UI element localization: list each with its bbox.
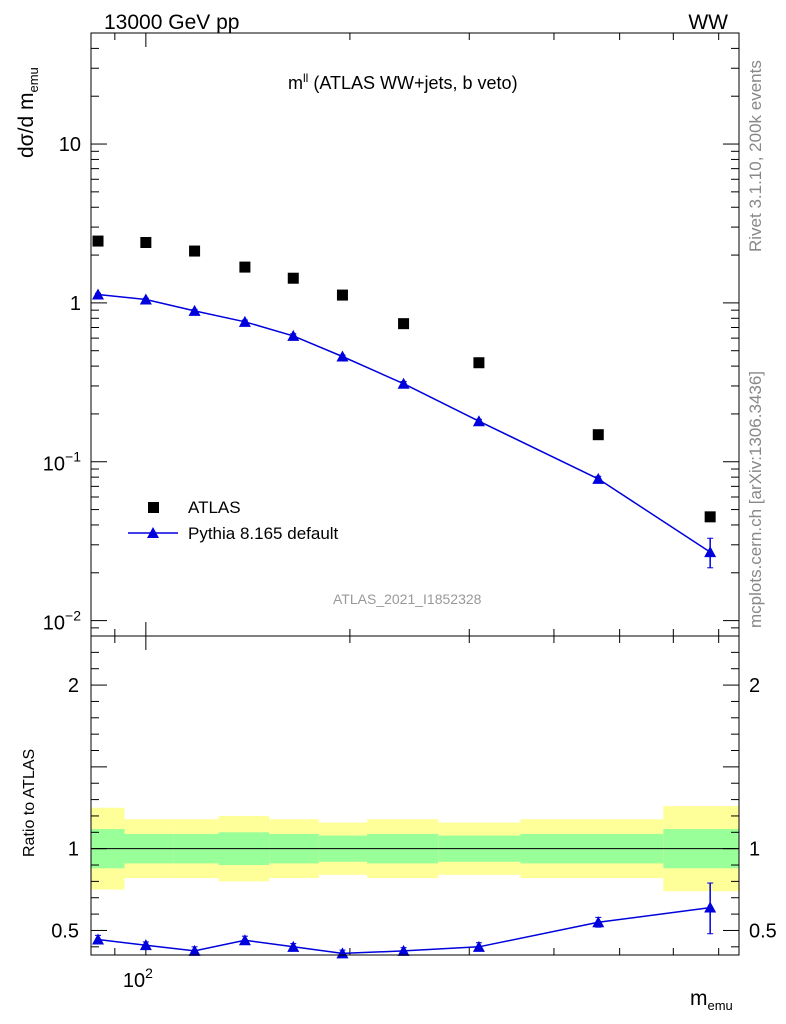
pythia-data-point (287, 329, 300, 341)
y-label-sub: emu (26, 67, 42, 93)
legend-pythia-label: Pythia 8.165 default (188, 524, 339, 543)
main-y-tick-label: 10−1 (43, 449, 81, 476)
main-y-tick-label-base: 10 (43, 454, 65, 476)
process-label: WW (688, 11, 728, 34)
energy-label: 13000 GeV pp (104, 11, 240, 34)
title-rest: (ATLAS WW+jets, b veto) (308, 73, 518, 93)
y-label-main: dσ/d m (15, 92, 38, 158)
ratio-y-tick-label-right: 1 (749, 839, 760, 861)
atlas-data-point (189, 245, 201, 257)
mcplots-source-label: mcplots.cern.ch [arXiv:1306.3436] (746, 370, 765, 628)
ratio-y-axis-label: Ratio to ATLAS (21, 748, 38, 857)
ratio-data-point (336, 947, 349, 959)
main-y-tick-label: 10−2 (43, 608, 81, 635)
main-y-axis-label: dσ/d memu (15, 67, 41, 158)
atlas-data-point (398, 318, 410, 330)
ratio-data-point (188, 944, 201, 956)
x-tick-label: 102 (123, 965, 153, 992)
main-y-tick-label: 1 (70, 293, 81, 315)
title-superscript: ll (303, 71, 309, 85)
atlas-data-point (287, 272, 299, 284)
ratio-pythia-curve (97, 906, 711, 955)
pythia-data-point (592, 472, 605, 484)
atlas-data-point (336, 289, 348, 301)
ratio-y-tick-label: 0.5 (51, 920, 79, 942)
ratio-data-point (287, 940, 300, 952)
ratio-frame (90, 635, 740, 956)
ratio-y-tick-label-right: 2 (749, 675, 760, 697)
main-y-tick-label-exponent: −1 (65, 449, 81, 465)
atlas-data-point (239, 261, 251, 273)
main-y-tick-label-base: 10 (43, 613, 65, 635)
pythia-data-point (397, 377, 410, 389)
legend-pythia-marker (147, 527, 159, 538)
analysis-watermark: ATLAS_2021_I1852328 (333, 591, 482, 607)
pythia-data-point (139, 293, 152, 305)
pythia-data-point (188, 304, 201, 316)
ratio-data-point (92, 933, 105, 945)
pythia-data-point (92, 288, 105, 300)
x-axis-label: memu (690, 987, 733, 1012)
atlas-data-point (140, 236, 152, 248)
ratio-y-tick-label-right: 0.5 (749, 920, 777, 942)
atlas-data-point (592, 429, 604, 441)
plot-title: mll (ATLAS WW+jets, b veto) (288, 71, 518, 93)
legend: ATLAS Pythia 8.165 default (128, 498, 339, 543)
atlas-data-point (704, 511, 716, 523)
title-main: m (288, 73, 303, 93)
ratio-data-point (472, 940, 485, 952)
ratio-data-point (238, 934, 251, 946)
main-y-tick-label-exponent: −2 (65, 608, 81, 624)
pythia-data-point (704, 546, 717, 558)
legend-atlas-label: ATLAS (188, 498, 241, 517)
pythia-data-point (472, 415, 485, 427)
rivet-version-label: Rivet 3.1.10, 200k events (746, 60, 765, 252)
main-frame (90, 32, 740, 637)
x-label-main: m (690, 987, 708, 1010)
atlas-data-point (473, 357, 485, 369)
ratio-data-point (397, 944, 410, 956)
ratio-data-point (704, 901, 717, 913)
atlas-data-point (92, 235, 104, 247)
pythia-curve (97, 293, 711, 553)
main-y-tick-label: 10 (59, 134, 81, 156)
ratio-y-tick-label: 2 (68, 675, 79, 697)
ratio-data-point (139, 939, 152, 951)
pythia-data-point (336, 350, 349, 362)
main-series (92, 235, 717, 569)
pythia-data-point (238, 315, 251, 327)
x-tick-label-base: 10 (123, 970, 145, 992)
ratio-data-point (592, 916, 605, 928)
legend-atlas-marker (148, 502, 159, 513)
x-label-sub: emu (707, 998, 733, 1014)
x-tick-label-exponent: 2 (145, 965, 153, 981)
ratio-y-tick-label: 1 (68, 839, 79, 861)
ratio-series (92, 882, 717, 959)
ratio-uncertainty-bands (91, 806, 739, 892)
